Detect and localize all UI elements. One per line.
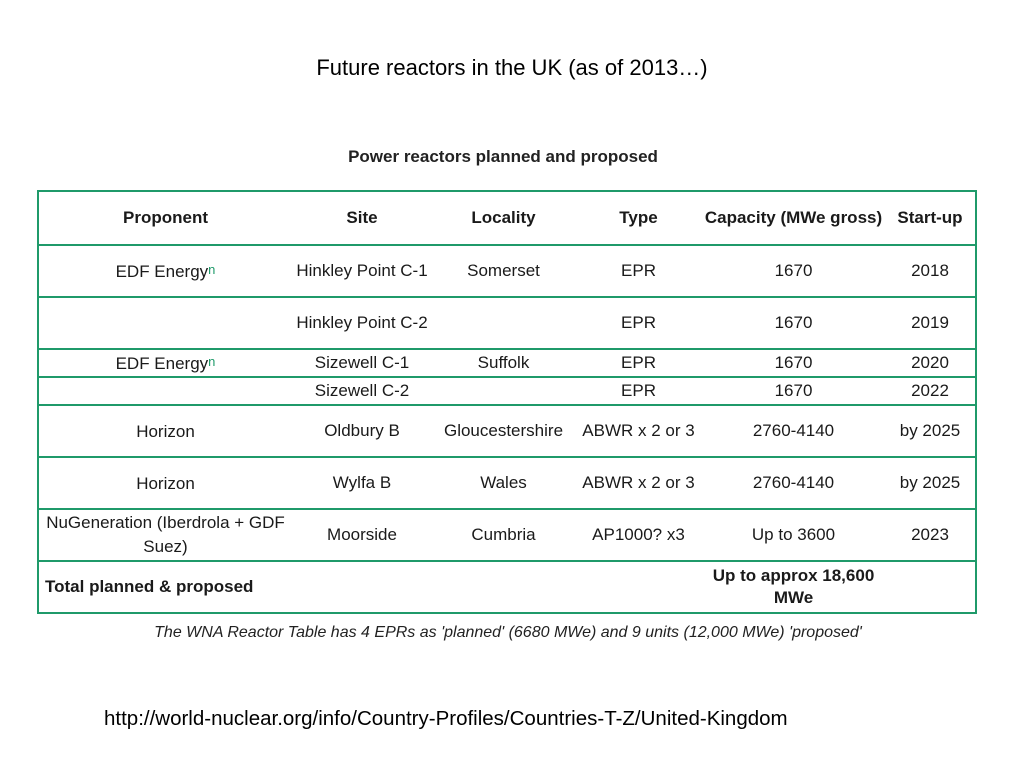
cell-locality: Suffolk xyxy=(432,348,575,377)
cell-site: Wylfa B xyxy=(292,456,432,509)
total-value: Up to approx 18,600 MWe xyxy=(702,560,885,613)
cell-type: AP1000? x3 xyxy=(575,508,702,561)
header-capacity: Capacity (MWe gross) xyxy=(702,190,885,245)
cell-site: Sizewell C-2 xyxy=(292,376,432,405)
header-locality: Locality xyxy=(432,190,575,245)
cell-proponent: EDF Energyn xyxy=(38,244,292,297)
cell-proponent xyxy=(38,296,292,349)
cell-site: Oldbury B xyxy=(292,404,432,457)
cell-startup: 2023 xyxy=(885,508,976,561)
cell-startup: by 2025 xyxy=(885,404,976,457)
table-row: Horizon Oldbury B Gloucestershire ABWR x… xyxy=(38,404,976,457)
cell-type: EPR xyxy=(575,348,702,377)
cell-type: EPR xyxy=(575,376,702,405)
cell-capacity: 1670 xyxy=(702,376,885,405)
cell-capacity: 2760-4140 xyxy=(702,404,885,457)
cell-site: Moorside xyxy=(292,508,432,561)
cell-locality: Somerset xyxy=(432,244,575,297)
cell-capacity: 1670 xyxy=(702,296,885,349)
header-type: Type xyxy=(575,190,702,245)
cell-site: Sizewell C-1 xyxy=(292,348,432,377)
cell-startup: 2019 xyxy=(885,296,976,349)
cell-capacity: 1670 xyxy=(702,244,885,297)
table-caption: Power reactors planned and proposed xyxy=(348,147,658,166)
cell-startup: 2018 xyxy=(885,244,976,297)
cell-startup: 2020 xyxy=(885,348,976,377)
cell-proponent: Horizon xyxy=(38,456,292,509)
reactor-table: Proponent Site Locality Type Capacity (M… xyxy=(37,190,977,614)
cell-capacity: 1670 xyxy=(702,348,885,377)
table-row: EDF Energyn Sizewell C-1 Suffolk EPR 167… xyxy=(38,348,976,377)
total-label: Total planned & proposed xyxy=(38,560,575,613)
cell-empty xyxy=(885,560,976,613)
cell-proponent xyxy=(38,376,292,405)
cell-site: Hinkley Point C-1 xyxy=(292,244,432,297)
footnote-marker: n xyxy=(208,354,216,369)
footnote-marker: n xyxy=(208,262,216,277)
cell-locality: Wales xyxy=(432,456,575,509)
table-row: Sizewell C-2 EPR 1670 2022 xyxy=(38,376,976,405)
table-footnote: The WNA Reactor Table has 4 EPRs as 'pla… xyxy=(154,624,862,641)
header-startup: Start-up xyxy=(885,190,976,245)
cell-locality xyxy=(432,296,575,349)
cell-locality: Cumbria xyxy=(432,508,575,561)
cell-capacity: Up to 3600 xyxy=(702,508,885,561)
slide-title: Future reactors in the UK (as of 2013…) xyxy=(316,55,708,80)
table-row: Horizon Wylfa B Wales ABWR x 2 or 3 2760… xyxy=(38,456,976,509)
cell-capacity: 2760-4140 xyxy=(702,456,885,509)
cell-proponent: Horizon xyxy=(38,404,292,457)
cell-site: Hinkley Point C-2 xyxy=(292,296,432,349)
header-site: Site xyxy=(292,190,432,245)
cell-empty xyxy=(575,560,702,613)
table-row: EDF Energyn Hinkley Point C-1 Somerset E… xyxy=(38,244,976,297)
table-header-row: Proponent Site Locality Type Capacity (M… xyxy=(38,190,976,245)
cell-locality xyxy=(432,376,575,405)
cell-startup: by 2025 xyxy=(885,456,976,509)
cell-proponent: EDF Energyn xyxy=(38,348,292,377)
table-row: Hinkley Point C-2 EPR 1670 2019 xyxy=(38,296,976,349)
cell-type: ABWR x 2 or 3 xyxy=(575,404,702,457)
cell-type: ABWR x 2 or 3 xyxy=(575,456,702,509)
source-url: http://world-nuclear.org/info/Country-Pr… xyxy=(104,707,788,730)
cell-proponent: NuGeneration (Iberdrola + GDF Suez) xyxy=(38,508,292,561)
cell-locality: Gloucestershire xyxy=(432,404,575,457)
cell-type: EPR xyxy=(575,296,702,349)
cell-startup: 2022 xyxy=(885,376,976,405)
header-proponent: Proponent xyxy=(38,190,292,245)
cell-type: EPR xyxy=(575,244,702,297)
table-total-row: Total planned & proposed Up to approx 18… xyxy=(38,560,976,613)
table-row: NuGeneration (Iberdrola + GDF Suez) Moor… xyxy=(38,508,976,561)
